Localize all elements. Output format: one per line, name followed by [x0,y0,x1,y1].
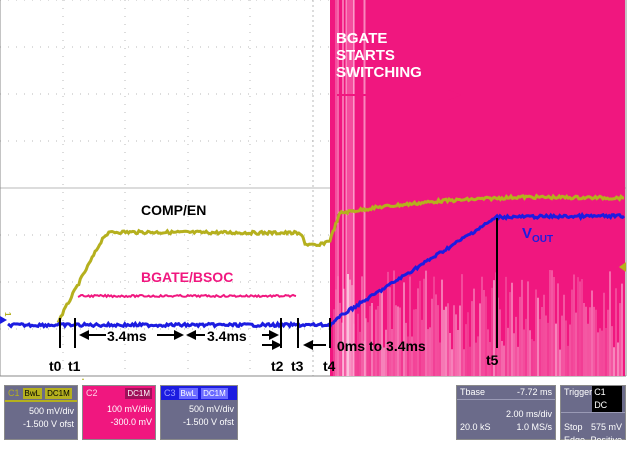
timebase-position: -7.72 ms [516,387,552,397]
channel-scale: 500 mV/div [188,404,234,414]
trigger-label: Trigger [564,387,593,397]
trigger-type: Edge [564,435,586,445]
oscilloscope-display [0,0,627,380]
channel-offset: -300.0 mV [110,417,152,427]
channel-offset: -1.500 V ofst [22,419,74,429]
timebase-rate: 1.0 MS/s [516,422,552,432]
channel-panel-c1[interactable]: C1 BwL DC1M 500 mV/div -1.500 V ofst [4,385,78,440]
channel-id: C3 [164,388,176,398]
coupling-badge: DC1M [45,387,72,399]
channel-scale: 100 mV/div [106,404,152,414]
timebase-samples: 20.0 kS [460,422,491,432]
ch2-bgate-trace [77,293,297,299]
ch1-comp-en-trace [56,193,625,324]
annotation-interval-3: 0ms to 3.4ms [337,338,426,354]
trigger-mode: Stop [564,422,583,432]
channel-id: C1 [8,388,20,398]
annotation-bgate-bsoc: BGATE/BSOC [141,269,234,285]
bw-limit-badge: BwL [178,387,199,399]
timebase-panel[interactable]: Tbase -7.72 ms 2.00 ms/div 20.0 kS 1.0 M… [456,385,556,440]
annotation-interval-1: 3.4ms [107,328,147,344]
annotation-comp-en: COMP/EN [141,202,207,218]
ch2-switching-spikes [333,0,623,376]
trigger-source-badge: C1 DC [592,386,622,412]
trigger-slope: Positive [590,435,622,445]
ch3-vout-trace [7,211,626,330]
time-mark-t2: t2 [271,358,284,374]
coupling-badge: DC1M [201,387,228,399]
channel-panel-c2[interactable]: C2 DC1M 100 mV/div -300.0 mV [82,385,156,440]
channel-panel-c3[interactable]: C3 BwL DC1M 500 mV/div -1.500 V ofst [160,385,238,440]
channel-offset: -1.500 V ofst [182,417,234,427]
bw-limit-badge: BwL [22,387,43,399]
trigger-level: 575 mV [590,422,622,432]
timebase-label: Tbase [460,387,486,397]
channel-id: C2 [86,388,98,398]
time-mark-t4: t4 [323,358,336,374]
time-mark-t0: t0 [49,358,62,374]
timebase-per-div: 2.00 ms/div [505,409,552,419]
annotation-bgate-starts-switching: BGATE STARTS SWITCHING [336,30,422,81]
annotation-interval-2: 3.4ms [207,328,247,344]
trigger-panel[interactable]: Trigger C1 DC Stop 575 mV Edge Positive [560,385,626,445]
time-mark-t1: t1 [68,358,81,374]
time-mark-t5: t5 [486,352,499,368]
ch1-ground-marker: 1 [3,312,12,317]
annotation-vout: VOUT [522,225,554,245]
time-mark-t3: t3 [291,358,304,374]
channel-scale: 500 mV/div [28,406,74,416]
coupling-badge: DC1M [125,387,152,399]
